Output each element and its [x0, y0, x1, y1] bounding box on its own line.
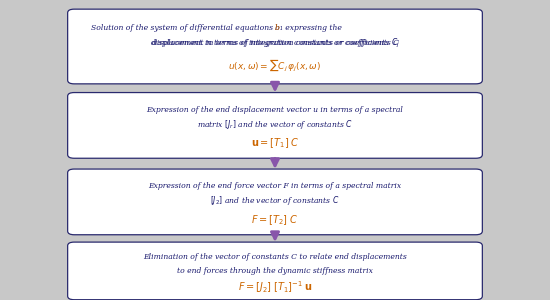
- Text: b: b: [275, 24, 280, 32]
- Text: displacement in terms of integration constants or coefficients C: displacement in terms of integration con…: [151, 39, 399, 47]
- Text: $[J_2]$ and the vector of constants $C$: $[J_2]$ and the vector of constants $C$: [210, 194, 340, 207]
- Text: $\mathbf{u} = [T_1]\;C$: $\mathbf{u} = [T_1]\;C$: [251, 136, 299, 150]
- Text: b₁ expressing the: b₁ expressing the: [275, 24, 342, 32]
- FancyBboxPatch shape: [68, 93, 482, 158]
- Text: Elimination of the vector of constants C to relate end displacements: Elimination of the vector of constants C…: [143, 253, 407, 261]
- Text: matrix $[J_r]$ and the vector of constants $C$: matrix $[J_r]$ and the vector of constan…: [197, 118, 353, 131]
- Text: Expression of the end force vector F in terms of a spectral matrix: Expression of the end force vector F in …: [148, 182, 402, 190]
- Text: $F = [J_2]\;[T_1]^{-1}\;\mathbf{u}$: $F = [J_2]\;[T_1]^{-1}\;\mathbf{u}$: [238, 279, 312, 295]
- Text: $F = [T_2]\;C$: $F = [T_2]\;C$: [251, 213, 299, 227]
- FancyBboxPatch shape: [68, 242, 482, 300]
- Text: Expression of the end displacement vector u in terms of a spectral: Expression of the end displacement vecto…: [146, 106, 404, 114]
- Text: Solution of the system of differential equations: Solution of the system of differential e…: [91, 24, 275, 32]
- Text: $u(x,\omega)=\sum C_j\,\varphi_j(x,\omega)$: $u(x,\omega)=\sum C_j\,\varphi_j(x,\omeg…: [228, 57, 322, 73]
- FancyBboxPatch shape: [68, 169, 482, 235]
- Text: displacement in terms of integration constants or coefficients $C_j$: displacement in terms of integration con…: [150, 37, 400, 50]
- FancyBboxPatch shape: [68, 9, 482, 84]
- Text: to end forces through the dynamic stiffness matrix: to end forces through the dynamic stiffn…: [177, 267, 373, 275]
